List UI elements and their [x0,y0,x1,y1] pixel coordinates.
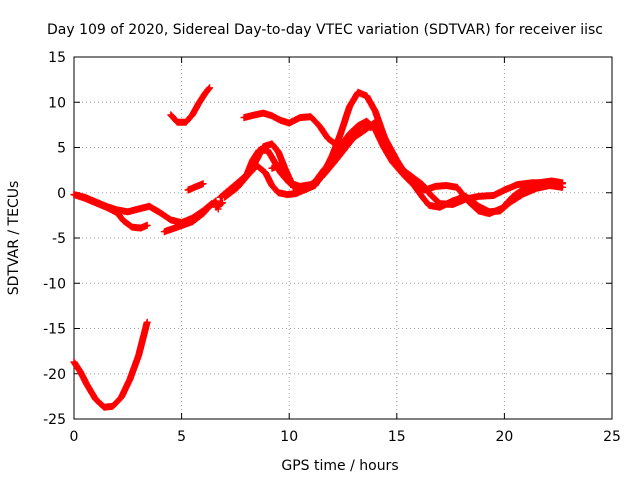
x-tick-label: 5 [177,429,186,445]
data-series-s5 [70,318,151,411]
y-axis-label: SDTVAR / TECUs [6,181,22,296]
y-tick-label: -10 [43,276,66,292]
chart-title: Day 109 of 2020, Sidereal Day-to-day VTE… [47,22,603,38]
y-tick-label: -5 [52,231,66,247]
data-series-s3 [160,197,220,236]
x-tick-label: 10 [280,429,298,445]
y-tick-label: 10 [48,95,66,111]
data-series-s12 [240,109,375,149]
x-tick-label: 25 [603,429,621,445]
y-tick-label: -15 [43,322,66,338]
data-points [70,84,566,411]
y-tick-label: -25 [43,412,66,428]
gridlines [74,57,612,419]
data-series-s2 [70,191,151,232]
y-tick-label: 0 [57,186,66,202]
x-axis-label: GPS time / hours [281,458,398,474]
data-series-s7 [184,180,207,194]
data-series-s11 [268,161,285,172]
y-tick-label: -20 [43,367,66,383]
axis-ticks: 0 5 10 15 20 25 -25 -20 -15 -10 -5 0 5 10 15 [43,50,621,445]
data-point [214,205,222,213]
x-tick-label: 15 [388,429,406,445]
data-series-s6 [167,84,214,126]
x-tick-label: 0 [70,429,79,445]
x-tick-label: 20 [495,429,513,445]
y-tick-label: 15 [48,50,66,66]
y-tick-label: 5 [57,141,66,157]
data-series-s10 [242,118,566,218]
